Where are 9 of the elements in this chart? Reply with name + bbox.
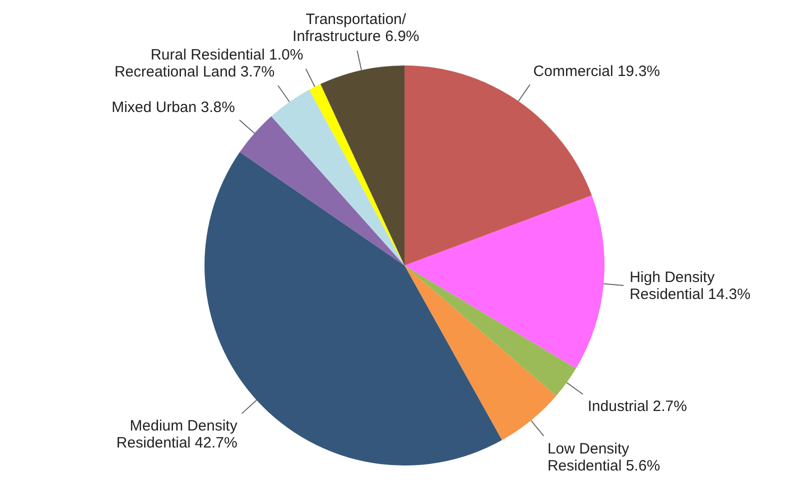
slice-label: High Density Residential 14.3% xyxy=(630,269,750,304)
slice-label: Medium Density Residential 42.7% xyxy=(116,418,238,452)
slice-label: Industrial 2.7% xyxy=(588,398,687,415)
slice-label: Commercial 19.3% xyxy=(533,62,660,80)
slice-label: Low Density Residential 5.6% xyxy=(547,440,660,475)
slice-label: Transportation/Infrastructure 6.9% xyxy=(292,10,420,45)
slice-label: Mixed Urban 3.8% xyxy=(112,99,235,116)
slice-label: Recreational Land 3.7% xyxy=(114,64,275,81)
slice-label: Rural Residential 1.0% xyxy=(150,46,304,64)
